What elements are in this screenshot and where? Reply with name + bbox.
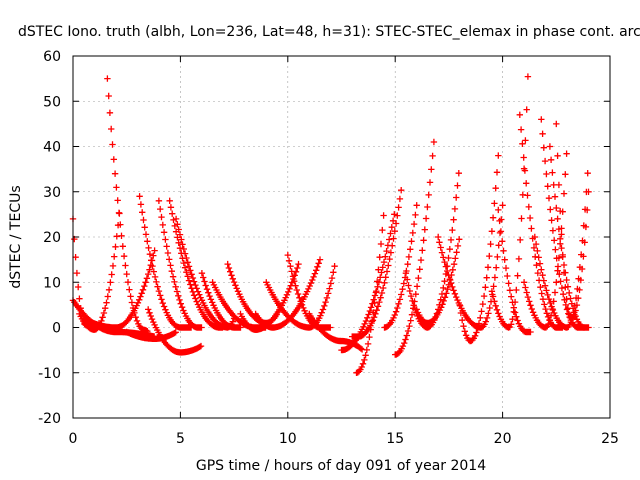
data-point-marks (198, 270, 244, 331)
arc-22 (349, 187, 405, 340)
data-point-marks (145, 306, 205, 356)
grid (73, 56, 610, 418)
data-point-marks (435, 202, 506, 331)
x-tick-label: 5 (176, 431, 185, 447)
arc-5 (80, 247, 158, 331)
y-tick-label: 60 (43, 49, 61, 65)
data-point-marks (402, 170, 462, 331)
arc-31 (516, 111, 566, 331)
y-tick-label: -20 (38, 411, 61, 427)
data-point-marks (381, 202, 420, 331)
data-point-marks (520, 150, 570, 331)
y-tick-label: 40 (43, 140, 61, 156)
data-point-marks (456, 152, 502, 345)
series-dstec (69, 73, 592, 376)
data-point-marks (553, 120, 592, 322)
arc-35 (553, 120, 592, 322)
arc-36 (531, 170, 591, 331)
arc-23 (381, 202, 420, 331)
y-tick-label: 0 (52, 321, 61, 337)
arc-12 (198, 270, 244, 331)
data-point-marks (306, 310, 366, 353)
chart-title: dSTEC Iono. truth (albh, Lon=236, Lat=48… (18, 24, 640, 40)
data-point-marks (252, 256, 324, 331)
arc-25 (402, 170, 462, 331)
arc-6 (136, 193, 195, 331)
arc-16 (252, 256, 324, 331)
arc-30 (488, 73, 532, 331)
x-axis-label: GPS time / hours of day 091 of year 2014 (196, 458, 486, 474)
data-point-marks (349, 187, 405, 340)
y-tick-label: 20 (43, 230, 61, 246)
y-tick-label: 50 (43, 94, 61, 110)
y-tick-label: 10 (43, 275, 61, 291)
arc-28 (456, 152, 502, 345)
x-tick-label: 15 (386, 431, 404, 447)
data-point-marks (488, 73, 532, 331)
y-tick-label: 30 (43, 185, 61, 201)
arc-26 (413, 236, 463, 327)
data-point-marks (531, 170, 591, 331)
arc-9 (145, 306, 205, 356)
y-tick-label: -10 (38, 366, 61, 382)
arc-24 (392, 138, 438, 358)
x-tick-label: 25 (601, 431, 619, 447)
axis-ticks: 0 5 10 15 20 25 -20 -10 0 10 20 30 40 50 60 (38, 49, 619, 447)
data-point-marks (136, 193, 195, 331)
data-point-marks (166, 197, 226, 331)
data-point-marks (413, 236, 463, 327)
arc-32 (520, 150, 570, 331)
y-axis-label: dSTEC / TECUs (8, 185, 24, 288)
arc-8 (155, 197, 205, 331)
data-point-marks (80, 247, 158, 331)
data-point-marks (392, 138, 438, 358)
x-tick-label: 0 (69, 431, 78, 447)
data-point-marks (516, 111, 566, 331)
arc-19 (306, 310, 366, 353)
x-tick-label: 20 (494, 431, 512, 447)
data-point-marks (155, 197, 205, 331)
arc-27 (435, 202, 506, 331)
arc-10 (166, 197, 226, 331)
x-tick-label: 10 (279, 431, 297, 447)
